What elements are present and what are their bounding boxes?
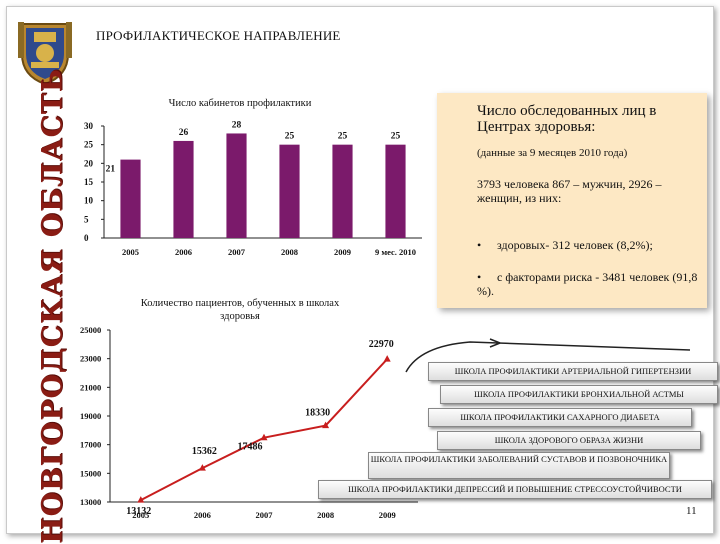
- bar-value-label: 25: [285, 132, 295, 142]
- y-tick-label: 5: [84, 214, 89, 224]
- bar: [385, 144, 406, 238]
- y-tick-label: 10: [84, 196, 94, 206]
- bar-value-label: 25: [391, 132, 401, 142]
- school-item: ШКОЛА ЗДОРОВОГО ОБРАЗА ЖИЗНИ: [437, 431, 701, 450]
- bar-chart-title: Число кабинетов профилактики: [168, 98, 312, 109]
- x-tick-label: 2008: [281, 247, 298, 257]
- bar-value-label: 26: [179, 128, 189, 138]
- x-tick-label: 2007: [228, 247, 246, 257]
- x-tick-label: 2008: [317, 510, 334, 520]
- data-label: 17486: [238, 442, 263, 453]
- x-tick-label: 2005: [122, 247, 139, 257]
- bar-value-label: 28: [232, 120, 242, 130]
- page-number: 11: [686, 505, 697, 517]
- school-item: ШКОЛА ПРОФИЛАКТИКИ АРТЕРИАЛЬНОЙ ГИПЕРТЕН…: [428, 362, 718, 381]
- x-tick-label: 2005: [132, 510, 149, 520]
- x-tick-label: 2007: [256, 510, 274, 520]
- line-chart-title: Количество пациентов, обученных в школах…: [140, 298, 340, 322]
- data-point: [322, 421, 330, 429]
- series-line: [140, 358, 388, 501]
- bullet-marker: •: [477, 238, 482, 252]
- info-heading: Число обследованных лиц в Центрах здоров…: [477, 103, 657, 135]
- data-point: [260, 433, 268, 441]
- y-tick-label: 17000: [80, 440, 101, 450]
- bar: [279, 144, 300, 238]
- bullet-text: с факторами риска - 3481 человек (91,8 %…: [477, 270, 698, 298]
- y-tick-label: 20: [84, 158, 94, 168]
- y-tick-label: 21000: [80, 382, 101, 392]
- bar: [120, 159, 141, 238]
- y-tick-label: 13000: [80, 497, 101, 507]
- info-bullet: • здоровых- 312 человек (8,2%);: [477, 238, 705, 252]
- line-chart: 13000 15000 17000 19000 21000 23000 25000 13132…: [80, 325, 418, 520]
- bar: [226, 133, 247, 238]
- x-tick-label: 2009: [334, 247, 351, 257]
- bar: [173, 140, 194, 238]
- data-label: 18330: [305, 408, 330, 419]
- y-tick-label: 30: [84, 121, 94, 131]
- info-subheading: (данные за 9 месяцев 2010 года): [477, 147, 628, 159]
- data-label: 22970: [369, 339, 394, 350]
- page-title: ПРОФИЛАКТИЧЕСКОЕ НАПРАВЛЕНИЕ: [96, 28, 341, 43]
- data-label: 15362: [192, 446, 217, 457]
- bar-value-label: 25: [338, 132, 348, 142]
- info-total: 3793 человека 867 – мужчин, 2926 – женщи…: [477, 177, 662, 205]
- bullet-marker: •: [477, 270, 482, 284]
- bar-value-label: 21: [106, 165, 116, 175]
- school-item: ШКОЛА ПРОФИЛАКТИКИ САХАРНОГО ДИАБЕТА: [428, 408, 692, 427]
- school-item: ШКОЛА ПРОФИЛАКТИКИ ДЕПРЕССИЙ И ПОВЫШЕНИЕ…: [318, 480, 712, 499]
- data-point: [198, 464, 206, 471]
- x-tick-label: 9 мес. 2010: [375, 247, 416, 257]
- data-label: 13132: [126, 506, 151, 517]
- info-box: Число обследованных лиц в Центрах здоров…: [437, 93, 707, 308]
- info-bullet: • с факторами риска - 3481 человек (91,8 …: [477, 270, 705, 298]
- y-tick-label: 19000: [80, 411, 101, 421]
- bar-chart: 0 5 10 15 20 25 30 21 2005 26 2006 28 2007 25 2008 25 20…: [84, 120, 422, 257]
- y-tick-label: 15000: [80, 468, 101, 478]
- y-tick-label: 25000: [80, 325, 101, 335]
- bar: [332, 144, 353, 238]
- y-tick-label: 25: [84, 140, 94, 150]
- x-tick-label: 2006: [175, 247, 192, 257]
- data-point: [137, 496, 145, 503]
- sidebar: НОВГОРОДСКАЯ ОБЛАСТЬ: [10, 6, 80, 544]
- bullet-text: здоровых- 312 человек (8,2%);: [497, 238, 653, 252]
- y-tick-label: 15: [84, 177, 94, 187]
- coat-of-arms-icon: [18, 22, 72, 86]
- data-point: [383, 355, 391, 362]
- y-tick-label: 0: [84, 233, 89, 243]
- school-item: ШКОЛА ПРОФИЛАКТИКИ ЗАБОЛЕВАНИЙ СУСТАВОВ …: [368, 452, 670, 479]
- region-name: НОВГОРОДСКАЯ ОБЛАСТЬ: [35, 68, 69, 544]
- x-tick-label: 2006: [194, 510, 211, 520]
- y-tick-label: 23000: [80, 354, 101, 364]
- x-tick-label: 2009: [379, 510, 396, 520]
- school-item: ШКОЛА ПРОФИЛАКТИКИ БРОНХИАЛЬНОЙ АСТМЫ: [440, 385, 718, 404]
